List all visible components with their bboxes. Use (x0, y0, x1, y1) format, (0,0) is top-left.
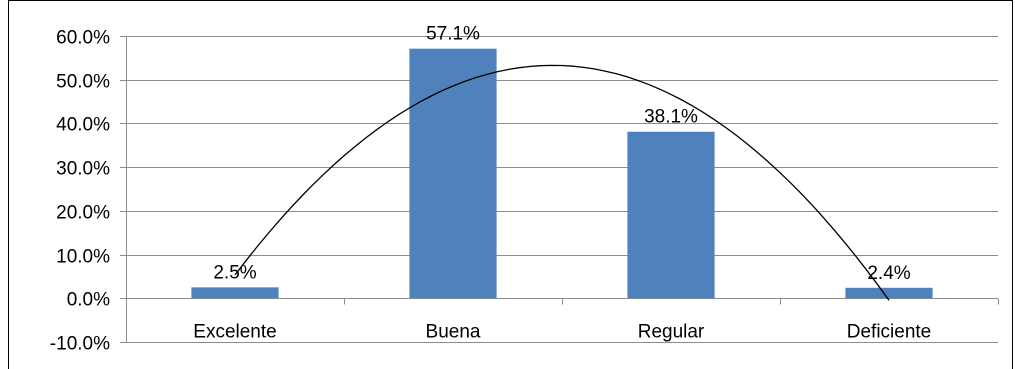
x-tick-label: Buena (426, 321, 481, 342)
y-tick-label: 50.0% (56, 72, 110, 93)
data-label: 57.1% (426, 24, 480, 45)
axes (126, 36, 999, 342)
data-label: 2.5% (213, 262, 256, 283)
x-tick-label: Deficiente (847, 321, 932, 342)
data-label: 38.1% (644, 107, 698, 128)
x-tick-label: Excelente (193, 321, 276, 342)
y-tick-label: 30.0% (56, 159, 110, 180)
chart-frame (8, 0, 1013, 369)
bar-excelente (191, 287, 279, 299)
bar-buena (409, 48, 497, 299)
data-label: 2.4% (867, 263, 910, 284)
y-tick-label: 60.0% (56, 28, 110, 49)
labels: -10.0% 0.0% 10.0% 20.0% 30.0% 40.0% 50.0% 60.0%… (50, 24, 931, 355)
y-tick-label: 40.0% (56, 115, 110, 136)
y-tick-label: 0.0% (67, 290, 110, 311)
trend-line (234, 64, 890, 301)
y-tick-label: 10.0% (56, 247, 110, 268)
y-tick-label: 20.0% (56, 203, 110, 224)
y-tick-label: -10.0% (50, 334, 110, 355)
x-tick-label: Regular (638, 321, 705, 342)
bar-deficiente (845, 287, 933, 299)
bar-regular (627, 131, 715, 299)
bars (191, 48, 933, 299)
